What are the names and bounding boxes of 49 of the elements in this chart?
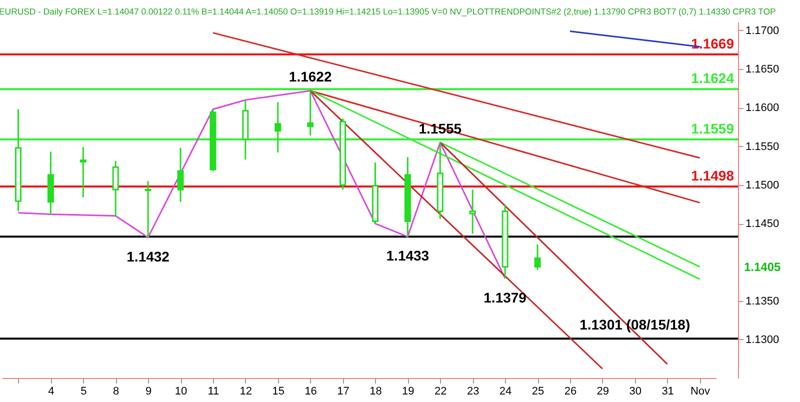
y-tick-label: 1.1450 <box>746 218 780 230</box>
x-tick-label: 25 <box>532 386 544 398</box>
annotation: 1.1432 <box>126 248 170 264</box>
x-tick-label: 15 <box>272 386 284 398</box>
ref-line-label: 1.1559 <box>691 120 734 136</box>
x-tick-label: 4 <box>48 386 54 398</box>
x-tick-label: 8 <box>113 386 120 398</box>
x-tick-label: 23 <box>466 386 480 398</box>
x-tick-label: 18 <box>370 386 382 398</box>
chart-title: EURUSD - Daily FOREX L=1.14047 0.00122 0.11% B=1.14044 A=1.14050 O=1.13919 Hi=1.14215 Lo=1.13905 V=0 NV_PLOTTRENDPOINTS#2 (2,true) 1.13790 CPR3 BOT7 (0,7) 1.14330 CPR3 TOP <box>0 6 776 16</box>
x-tick-label: 9 <box>145 386 152 398</box>
annotation: 1.1301 (08/15/18) <box>580 316 690 333</box>
candlestick <box>469 188 476 234</box>
candlestick <box>144 180 152 238</box>
annotation: 1.1622 <box>288 68 332 85</box>
annotation: 1.1379 <box>484 289 527 306</box>
x-tick-label: 5 <box>80 386 87 398</box>
x-tick-label: 10 <box>174 386 188 398</box>
x-tick-label: 31 <box>662 386 674 398</box>
annotation: 1.1433 <box>386 248 430 264</box>
y-tick-label: 1.1350 <box>746 295 780 308</box>
y-tick-label: 1.1300 <box>746 334 780 346</box>
candlestick <box>274 102 282 154</box>
y-tick-label: 1.1650 <box>746 64 780 76</box>
candlestick <box>534 244 541 271</box>
x-tick-label: 17 <box>337 386 350 398</box>
x-tick-label: 12 <box>240 386 252 398</box>
x-tick-label: 26 <box>564 386 577 398</box>
x-tick-label: 19 <box>402 386 414 398</box>
x-tick-label: Nov <box>690 386 711 398</box>
x-tick-label: 22 <box>434 386 447 398</box>
x-tick-label: 16 <box>304 386 317 398</box>
y-tick-label: 1.1500 <box>746 179 780 192</box>
line-series <box>17 90 506 280</box>
ref-line-label: 1.1624 <box>691 70 734 86</box>
candlestick <box>112 160 119 217</box>
candlestick <box>80 146 86 198</box>
x-tick-label: 24 <box>499 386 512 398</box>
x-tick-label: 30 <box>629 386 642 398</box>
candlestick <box>177 147 184 203</box>
y-tick-label: 1.1700 <box>746 24 780 37</box>
candlestick <box>307 90 314 136</box>
y-tick-label: 1.1550 <box>746 140 780 153</box>
text: 1.1405 <box>744 260 782 274</box>
x-tick-label: 29 <box>596 386 610 398</box>
x-tick-label: 11 <box>208 386 220 398</box>
y-tick-label: 1.1600 <box>746 102 780 114</box>
ref-line-label: 1.1498 <box>691 167 734 184</box>
ref-line-label: 1.1669 <box>691 35 734 52</box>
